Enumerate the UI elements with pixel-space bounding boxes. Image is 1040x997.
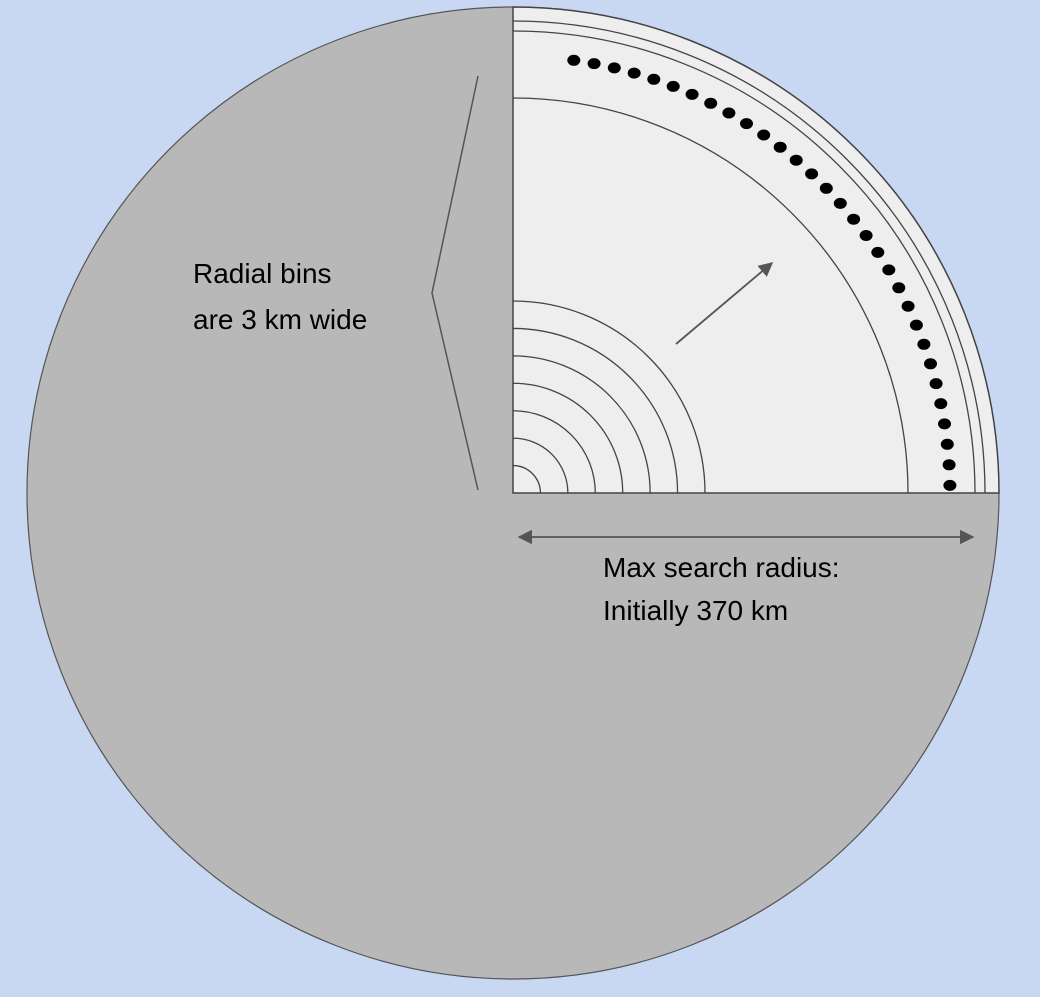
bin-dot [847,213,861,225]
bin-dot [740,118,753,130]
bin-dot [942,459,956,471]
inner-bin-ring [512,355,651,494]
bin-dot [938,418,951,430]
radius-label-line1: Max search radius: [603,552,840,583]
bins-callout-pointer [431,75,479,491]
inner-bin-ring [512,382,624,494]
bin-dot [567,54,581,66]
bin-dot [647,73,661,85]
inner-bin-ring [512,410,596,494]
outer-bin-ring [512,97,909,494]
bin-dot [859,230,873,241]
bins-label-line1: Radial bins [193,258,332,289]
bin-dot [917,338,931,350]
bin-dot [722,107,736,119]
highlighted-quadrant [512,6,1000,494]
bin-dot [940,438,954,450]
bin-dot [666,80,680,92]
bin-dot [704,97,718,109]
bin-dot [789,154,803,166]
bin-dot [607,62,621,74]
bin-dot [627,67,641,79]
bin-dot [929,378,943,390]
inner-bin-ring [512,300,706,494]
bin-dot [805,168,819,180]
inner-bin-ring [512,327,679,494]
bin-dot [773,141,787,153]
bin-dot [892,282,906,294]
inner-bin-ring [512,437,569,494]
bin-dot [587,58,601,70]
bin-dot [882,264,896,276]
expansion-arrow [675,262,774,345]
radial-bin-rings [512,20,986,494]
outer-dot-ring [567,54,957,491]
bins-label-line2: are 3 km wide [193,304,367,335]
bin-dot [943,479,957,491]
outer-bin-ring [512,30,976,494]
bin-dot [685,88,699,100]
bin-dot [934,398,948,410]
bin-dot [871,246,885,258]
bin-dot [909,319,923,331]
bin-dot [901,300,915,312]
bin-dot [819,182,833,194]
bin-dot [757,129,771,141]
outer-bin-ring [512,20,986,494]
radius-label-line2: Initially 370 km [603,595,788,626]
inner-bin-ring [512,464,542,494]
bin-dot [833,197,847,209]
bin-dot [924,358,937,370]
